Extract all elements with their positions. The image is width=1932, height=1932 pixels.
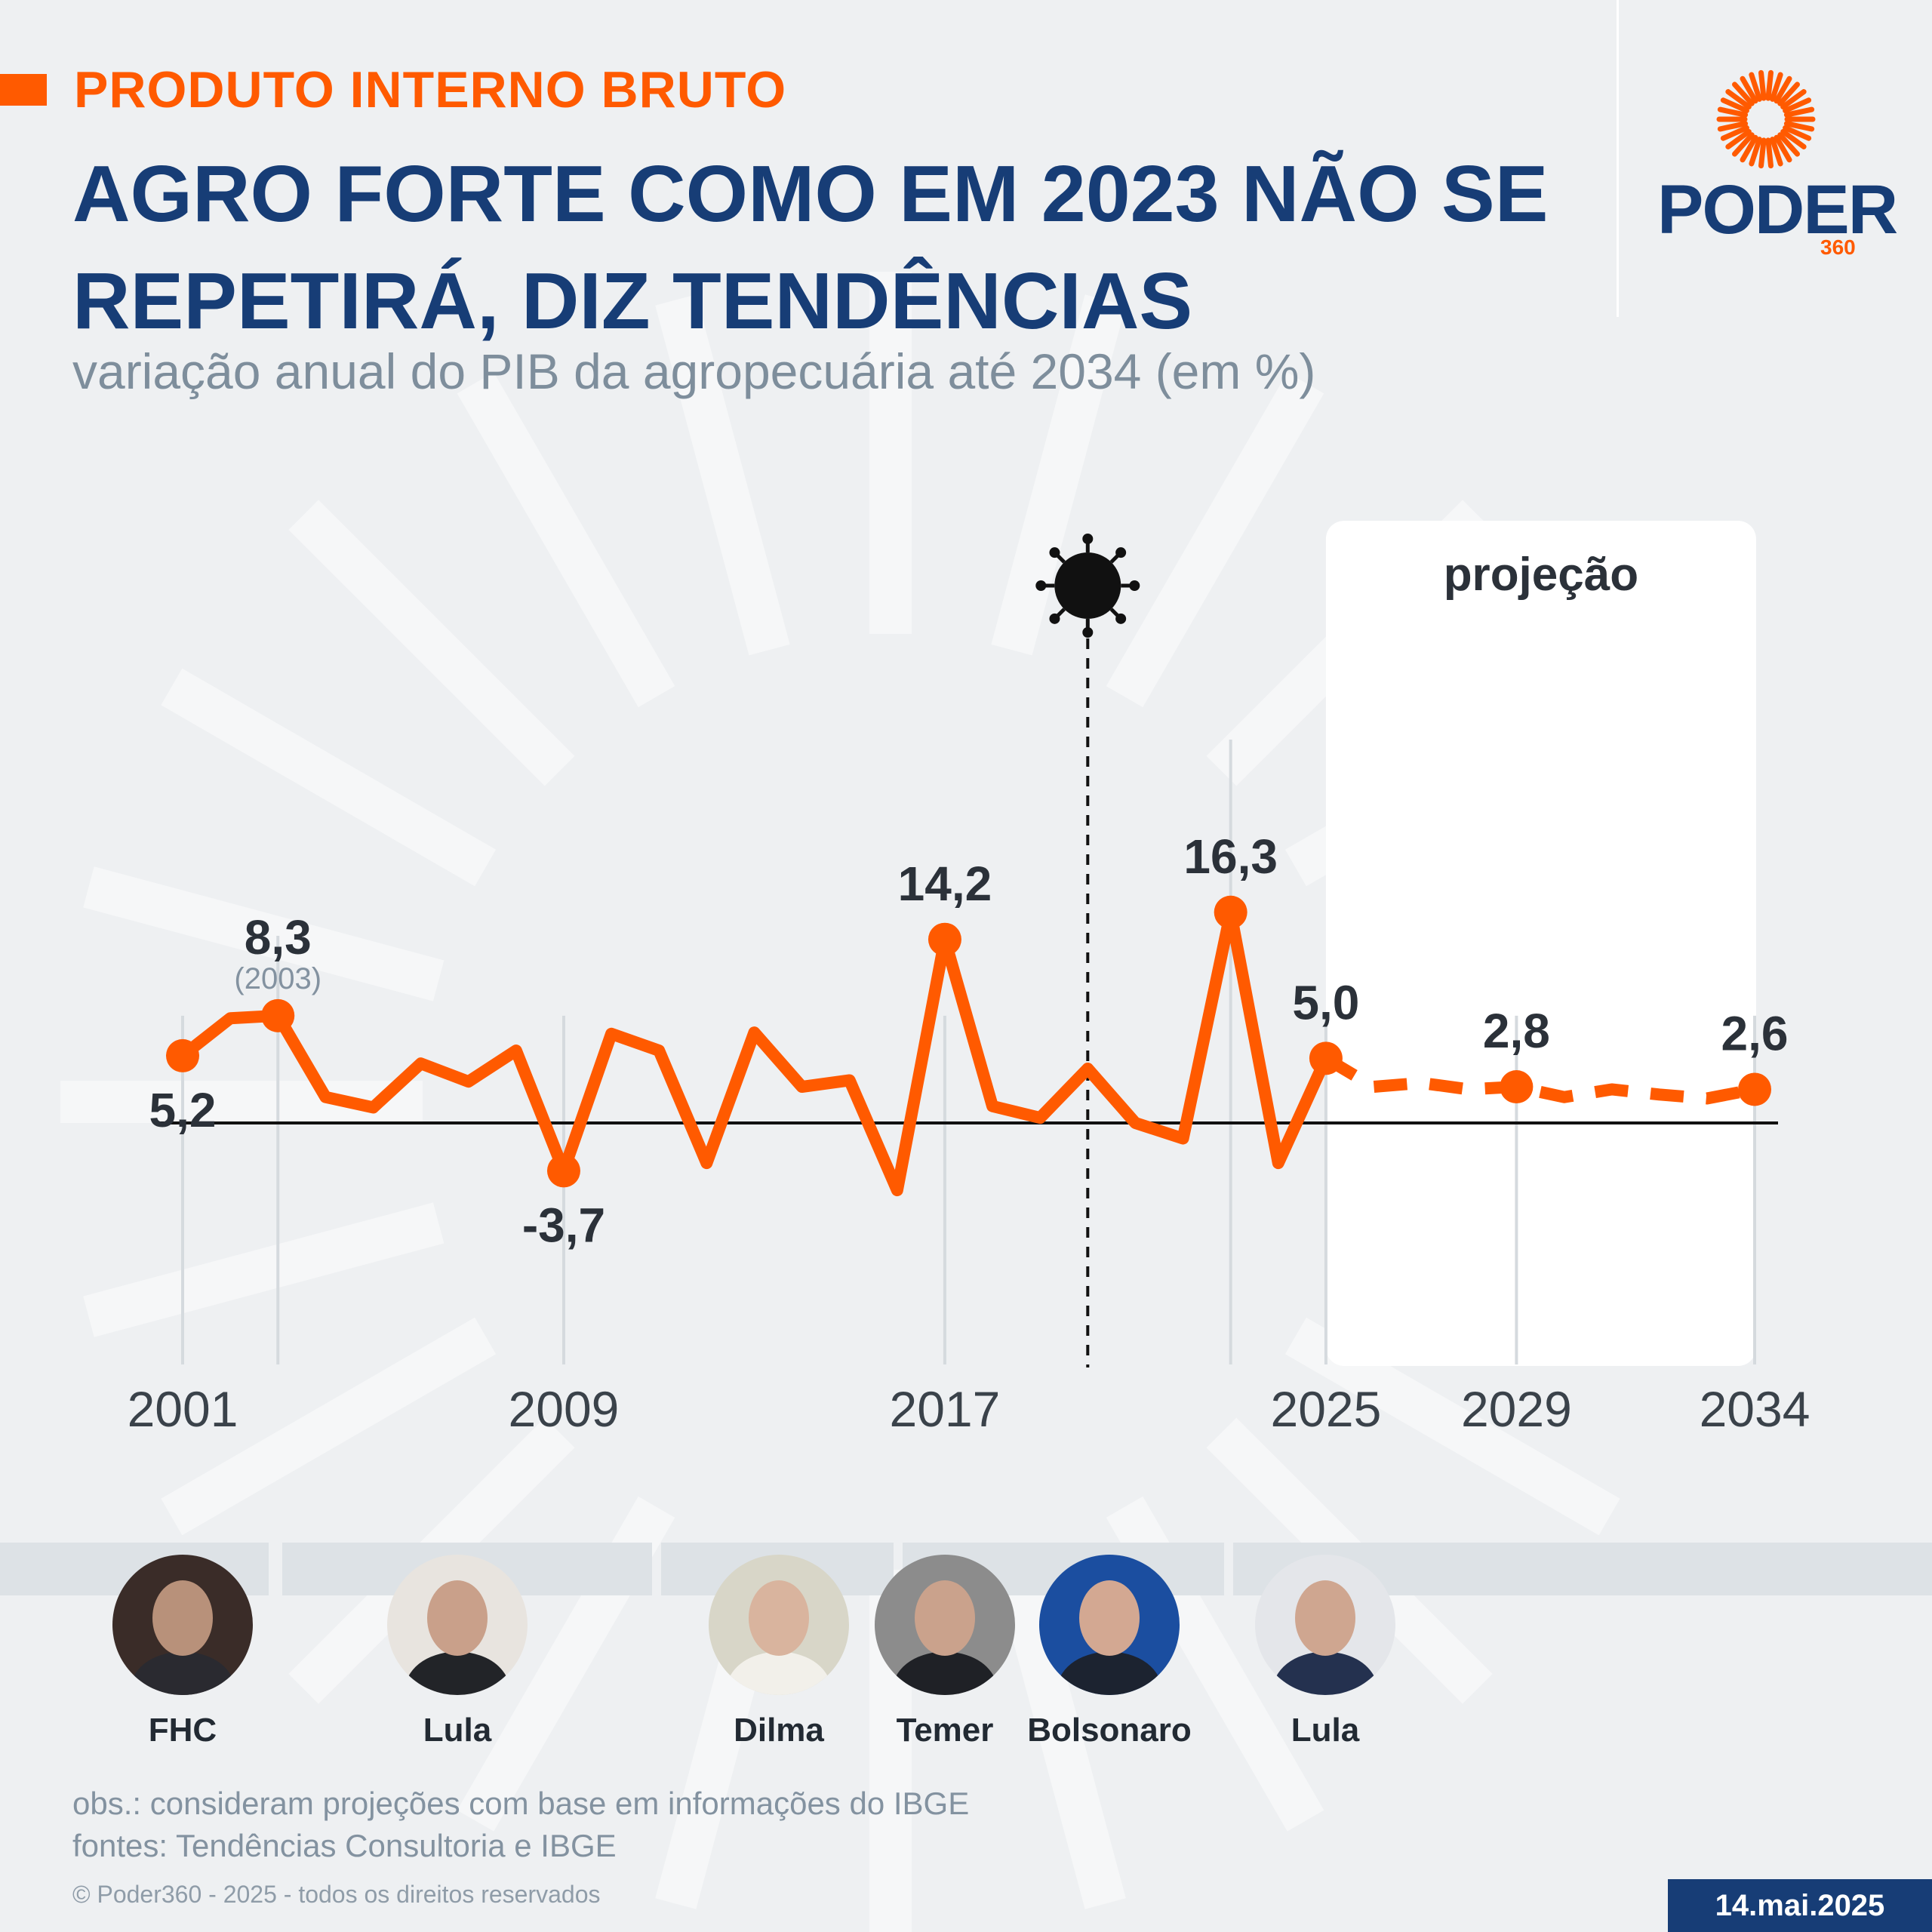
data-label: 5,2 [149, 1083, 217, 1137]
president-1: Lula [367, 1555, 548, 1749]
x-tick-label: 2001 [128, 1381, 238, 1437]
president-name: Temer [896, 1712, 994, 1749]
x-tick-label: 2034 [1700, 1381, 1810, 1437]
president-name: Dilma [734, 1712, 824, 1749]
president-name: Lula [1291, 1712, 1360, 1749]
logo-ray [1720, 125, 1749, 141]
background-ray [457, 372, 675, 708]
logo-ray [1732, 132, 1755, 157]
projection-label: projeção [1444, 549, 1638, 601]
background-ray [1106, 372, 1324, 708]
logo-ray [1783, 121, 1815, 132]
publication-date: 14.mai.2025 [1668, 1879, 1932, 1932]
logo-ray [1777, 82, 1800, 106]
logo-ray [1749, 72, 1762, 102]
logo-ray [1770, 72, 1783, 102]
series-line-projection [1322, 1053, 1756, 1105]
logo-ray [1740, 75, 1758, 104]
president-4: Bolsonaro [1019, 1555, 1200, 1749]
data-point [261, 998, 295, 1032]
chart-subtitle: variação anual do PIB da agropecuária at… [72, 343, 1316, 399]
data-label-note: (2003) [234, 962, 321, 995]
series-line-historical [177, 906, 1332, 1197]
x-tick-label: 2029 [1461, 1381, 1572, 1437]
president-3: Temer [854, 1555, 1035, 1749]
logo-ray [1783, 106, 1815, 118]
logo-ray [1765, 137, 1774, 169]
data-point [928, 922, 961, 956]
page-title: AGRO FORTE COMO EM 2023 NÃO SE REPETIRÁ,… [72, 149, 1549, 346]
obs-note: obs.: consideram projeções com base em i… [72, 1786, 970, 1821]
president-name: Lula [423, 1712, 492, 1749]
data-label: -3,7 [522, 1198, 605, 1252]
president-0: FHC [92, 1555, 273, 1749]
copyright: © Poder360 - 2025 - todos os direitos re… [72, 1881, 601, 1908]
logo-ray [1774, 134, 1792, 163]
x-tick-label: 2009 [509, 1381, 620, 1437]
president-avatar [1255, 1555, 1395, 1695]
background-ray [991, 294, 1126, 656]
background-ray [288, 500, 575, 786]
logo-ray [1732, 82, 1755, 106]
data-label: 14,2 [898, 857, 992, 911]
logo-ray [1765, 69, 1774, 101]
projection-panel [1325, 521, 1756, 1366]
kicker-accent-bar [0, 74, 47, 106]
data-label: 5,0 [1292, 975, 1359, 1029]
logo-ray [1740, 134, 1758, 163]
logo-ray [1758, 69, 1767, 101]
president-avatar [875, 1555, 1015, 1695]
data-label: 16,3 [1183, 829, 1278, 884]
logo-ray [1783, 97, 1812, 114]
logo-ray [1780, 89, 1807, 110]
data-label: 8,3 [245, 910, 312, 964]
president-5: Lula [1235, 1555, 1416, 1749]
data-label: 2,6 [1721, 1006, 1789, 1060]
data-point [546, 1154, 580, 1188]
sources-note: fontes: Tendências Consultoria e IBGE [72, 1828, 617, 1863]
logo-subtext: 360 [1820, 235, 1856, 259]
background-ray [161, 668, 497, 887]
data-label: 2,8 [1483, 1004, 1550, 1058]
data-point [1309, 1041, 1343, 1075]
background-ray [655, 294, 790, 656]
data-point [1500, 1070, 1534, 1104]
header-divider [1617, 0, 1619, 317]
data-point [1738, 1072, 1771, 1106]
president-name: Bolsonaro [1027, 1712, 1192, 1749]
background-ray [83, 866, 445, 1001]
background-ray [991, 1548, 1126, 1909]
x-tick-label: 2017 [890, 1381, 1001, 1437]
logo-wordmark: PODER [1657, 171, 1898, 248]
logo-ray [1758, 137, 1767, 169]
president-avatar [709, 1555, 849, 1695]
logo-ray [1770, 137, 1783, 167]
logo-ray [1717, 106, 1749, 118]
data-point [1214, 895, 1247, 929]
president-avatar [387, 1555, 528, 1695]
poder360-sun-icon [1716, 69, 1816, 169]
president-2: Dilma [688, 1555, 869, 1749]
data-point [166, 1038, 199, 1072]
background-ray [161, 1317, 497, 1536]
logo-ray [1783, 125, 1812, 141]
logo-ray [1780, 128, 1807, 149]
notes: obs.: consideram projeções com base em i… [72, 1783, 969, 1867]
x-tick-label: 2025 [1270, 1381, 1381, 1437]
president-name: FHC [148, 1712, 217, 1749]
logo-ray [1749, 137, 1762, 167]
logo-ray [1720, 97, 1749, 114]
background-ray [83, 1202, 445, 1337]
kicker: PRODUTO INTERNO BRUTO [74, 61, 787, 118]
logo-ray [1774, 75, 1792, 104]
logo-ray [1725, 128, 1752, 149]
logo-ray [1725, 89, 1752, 110]
logo-ray [1717, 121, 1749, 132]
president-avatar [1039, 1555, 1180, 1695]
president-avatar [112, 1555, 253, 1695]
logo-ray [1777, 132, 1800, 157]
covid-virus-icon [1035, 534, 1140, 638]
